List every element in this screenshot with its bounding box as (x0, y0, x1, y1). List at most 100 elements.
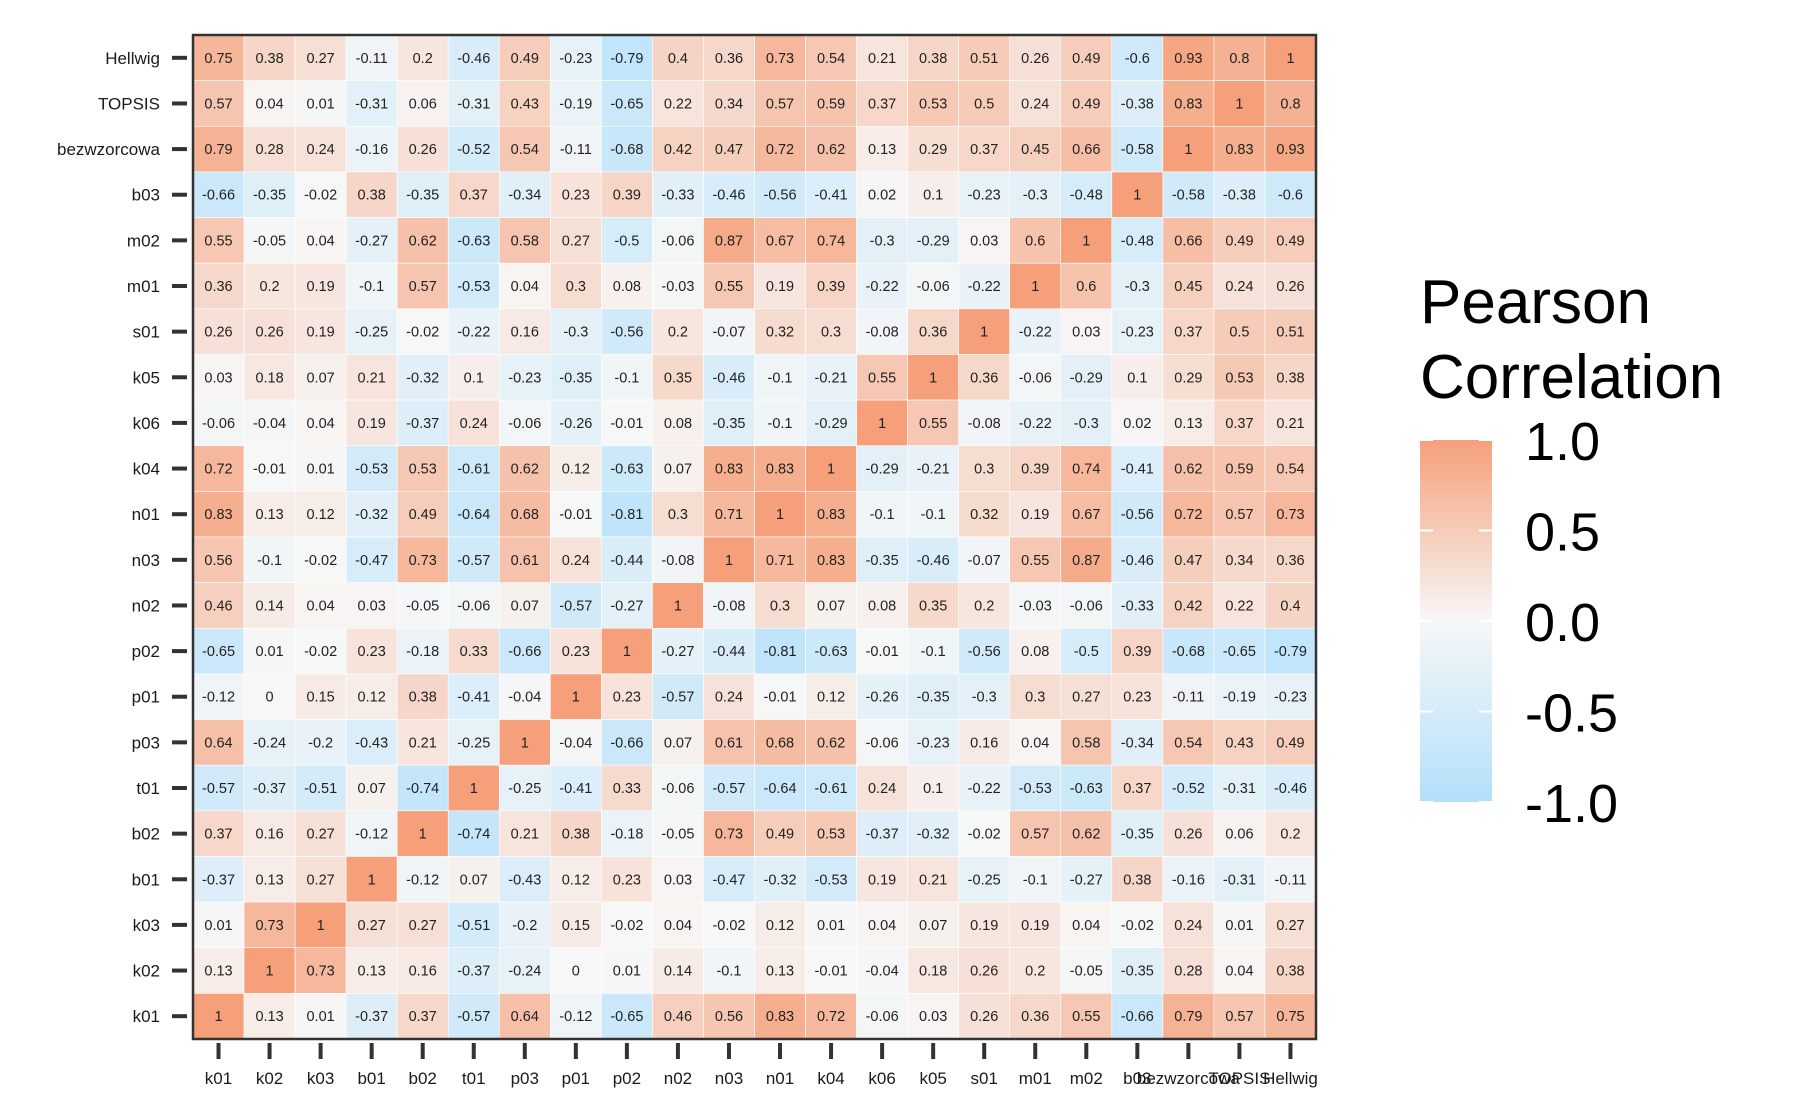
cell-value-label: -0.25 (968, 872, 1001, 888)
cell-value-label: -0.74 (406, 781, 439, 797)
cell-value-label: -0.23 (559, 51, 592, 67)
cell-value-label: -0.22 (1019, 416, 1052, 432)
heatmap-cell (447, 856, 500, 903)
cell-value-label: 0.14 (664, 964, 692, 980)
cell-value-label: 0.3 (821, 325, 841, 341)
cell-value-label: -0.21 (917, 462, 950, 478)
heatmap-cell (652, 308, 704, 355)
cell-value-label: 0.19 (970, 918, 998, 934)
cell-value-label: 0.01 (204, 918, 232, 934)
cell-value-label: 0.06 (409, 96, 437, 112)
cell-value-label: 0.26 (1021, 51, 1049, 67)
cell-value-label: -0.53 (815, 872, 848, 888)
heatmap-cell (703, 719, 755, 766)
cell-value-label: 0.03 (919, 1009, 947, 1025)
cell-value-label: 0.13 (255, 872, 283, 888)
cell-value-label: 0.55 (1072, 1009, 1100, 1025)
cell-value-label: 0.28 (1174, 964, 1202, 980)
cell-value-label: 0.49 (511, 51, 539, 67)
cell-value-label: -0.11 (356, 51, 388, 67)
heatmap-cell (754, 673, 806, 720)
cell-value-label: -0.08 (661, 553, 694, 569)
cell-value-label: 0.3 (1025, 690, 1045, 706)
heatmap-cell (447, 947, 500, 994)
heatmap-cell (805, 354, 857, 401)
heatmap-cell (1162, 262, 1215, 310)
heatmap-cell (652, 719, 704, 766)
heatmap-cell (754, 125, 806, 173)
heatmap-cell (856, 673, 908, 720)
heatmap-cell (601, 80, 653, 127)
heatmap-cell (345, 445, 398, 492)
cell-value-label: 0.16 (511, 325, 539, 341)
cell-value-label: 1 (878, 416, 886, 432)
heatmap-cell (345, 901, 398, 949)
heatmap-cell (447, 719, 500, 766)
cell-value-label: -0.56 (763, 188, 796, 204)
cell-value-label: 1 (572, 690, 580, 706)
cell-value-label: 0.27 (306, 51, 334, 67)
heatmap-cell (550, 627, 602, 675)
heatmap-cell (1060, 764, 1113, 812)
heatmap-cell (754, 901, 806, 949)
heatmap-cell (907, 491, 959, 538)
cell-value-label: 0.24 (460, 416, 488, 432)
cell-value-label: 0.19 (766, 279, 794, 295)
heatmap-cell (294, 217, 347, 264)
heatmap-cell (958, 445, 1011, 492)
cell-value-label: 0.13 (255, 507, 283, 523)
heatmap-cell (294, 491, 347, 538)
cell-value-label: 1 (1133, 188, 1141, 204)
cell-value-label: -0.2 (512, 918, 537, 934)
cell-value-label: -0.37 (457, 964, 490, 980)
cell-value-label: 0.16 (255, 827, 283, 843)
cell-value-label: -0.1 (870, 507, 895, 523)
heatmap-cell (1060, 171, 1113, 218)
cell-value-label: 0.07 (919, 918, 947, 934)
cell-value-label: 0.37 (409, 1009, 437, 1025)
heatmap-cell (192, 34, 245, 81)
cell-value-label: 1 (980, 325, 988, 341)
cell-value-label: 0.19 (306, 325, 334, 341)
heatmap-cell (396, 125, 449, 173)
y-tick-label: k01 (133, 1007, 160, 1026)
cell-value-label: -0.1 (716, 964, 741, 980)
heatmap-cell (396, 901, 449, 949)
heatmap-cell (958, 536, 1011, 583)
cell-value-label: -0.46 (1274, 781, 1307, 797)
cell-value-label: 0.26 (970, 1009, 998, 1025)
cell-value-label: -0.23 (1121, 325, 1154, 341)
cell-value-label: -0.29 (815, 416, 848, 432)
cell-value-label: -0.64 (457, 507, 490, 523)
heatmap-cell (958, 171, 1011, 218)
cell-value-label: 0.01 (306, 462, 334, 478)
x-tick-label: m02 (1070, 1069, 1103, 1088)
cell-value-label: -0.51 (304, 781, 337, 797)
cell-value-label: -0.21 (815, 370, 848, 386)
cell-value-label: 0.53 (409, 462, 437, 478)
cell-value-label: -0.1 (768, 416, 793, 432)
heatmap-cell (192, 719, 245, 766)
cell-value-label: -0.12 (202, 690, 235, 706)
cell-value-label: 1 (776, 507, 784, 523)
cell-value-label: 0.39 (613, 188, 641, 204)
x-tick-label: k04 (817, 1069, 844, 1088)
heatmap-cell (703, 445, 755, 492)
heatmap-cell (396, 719, 449, 766)
cell-value-label: -0.25 (355, 325, 388, 341)
heatmap-cell (754, 171, 806, 218)
cell-value-label: 0.12 (817, 690, 845, 706)
cell-value-label: 0.01 (306, 1009, 334, 1025)
heatmap-cell (1162, 491, 1215, 538)
heatmap-cell (805, 947, 857, 994)
heatmap-cell (907, 308, 959, 355)
cell-value-label: 0.23 (562, 644, 590, 660)
heatmap-cell (1213, 993, 1266, 1040)
heatmap-cell (192, 217, 245, 264)
heatmap-cell (652, 810, 704, 857)
heatmap-cell (396, 491, 449, 538)
y-tick-label: k02 (133, 962, 160, 981)
heatmap-cell (907, 445, 959, 492)
cell-value-label: 0.03 (204, 370, 232, 386)
heatmap-cell (192, 491, 245, 538)
